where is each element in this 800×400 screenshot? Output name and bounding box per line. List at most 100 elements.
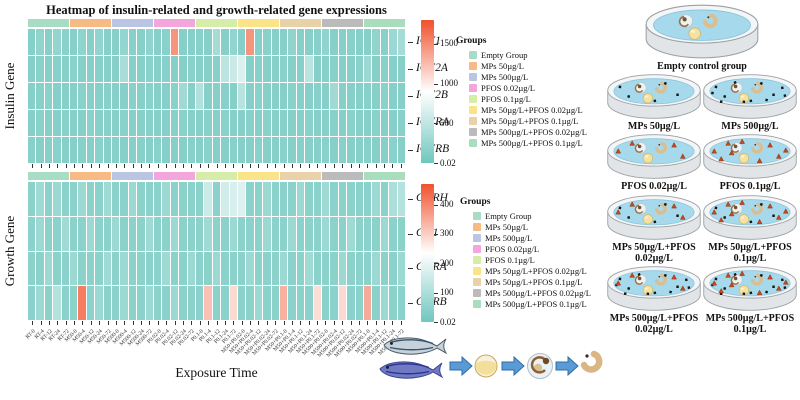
heatmap-cell: [196, 110, 204, 136]
heatmap-cell: [364, 286, 372, 320]
legend-swatch-icon: [473, 212, 481, 220]
legend-item: Empty Group: [473, 211, 532, 221]
legend-swatch-icon: [469, 62, 477, 70]
heatmap-cell: [70, 137, 78, 163]
dish-label: MPs 50µg/L: [627, 121, 681, 133]
legend-item-label: PFOS 0.02µg/L: [481, 83, 536, 93]
heatmap-cell: [154, 29, 162, 55]
heatmap-cell: [305, 83, 313, 109]
heatmap-cell: [238, 110, 246, 136]
legend-item: MPs 50µg/L+PFOS 0.02µg/L: [473, 266, 587, 276]
heatmap-cell: [372, 251, 380, 286]
mp-particle-icon: [676, 214, 679, 217]
annotation-segment: [196, 19, 237, 27]
heatmap-cell: [238, 56, 246, 82]
egg-yolk-icon: [738, 93, 750, 104]
column-tick: [258, 321, 260, 325]
column-tick: [291, 321, 293, 325]
heatmap-cell: [372, 56, 380, 82]
heatmap-cell: [95, 83, 103, 109]
heatmap-cell: [154, 182, 162, 216]
legend-item-label: MPs 500µg/L+PFOS 0.02µg/L: [485, 288, 591, 298]
dish-row: MPs 50µg/L MPs 500µg/L: [604, 72, 800, 132]
dish-water: [613, 78, 695, 105]
heatmap-cell: [397, 110, 405, 136]
mp-particle-icon: [627, 286, 631, 290]
pfos-particle-icon: [767, 142, 773, 148]
column-tick: [90, 164, 92, 168]
colorbar-tick: [434, 163, 438, 164]
heatmap-cell: [238, 251, 246, 286]
heatmap-cell: [229, 56, 237, 82]
heatmap-cell: [288, 182, 296, 216]
heatmap-cell: [389, 216, 397, 251]
heatmap-cell: [330, 216, 338, 251]
column-tick: [115, 164, 117, 168]
heatmap-cell: [28, 137, 36, 163]
column-tick: [283, 321, 285, 325]
heatmap-cell: [246, 182, 254, 216]
pfos-particle-icon: [711, 280, 718, 286]
heatmap-cell: [44, 216, 53, 251]
heatmap-cell: [347, 286, 355, 320]
heatmap-cell: [380, 251, 389, 286]
heatmap-cell: [145, 83, 153, 109]
heatmap-cell: [254, 83, 263, 109]
colorbar-tick: [434, 322, 438, 323]
heatmap-cell: [305, 251, 313, 286]
dish-label: MPs 500µg/L+PFOS 0.02µg/L: [609, 312, 699, 336]
heatmap-cell: [313, 137, 321, 163]
legend-swatch-icon: [469, 95, 477, 103]
heatmap-cell: [170, 110, 179, 136]
colorbar-tick-label: 0.02: [440, 157, 456, 168]
column-tick: [375, 164, 377, 168]
heatmap-cell: [271, 251, 279, 286]
legend-item: PFOS 0.1µg/L: [469, 94, 531, 104]
heatmap-cell: [78, 182, 86, 216]
column-tick: [266, 321, 268, 325]
heatmap-cell: [338, 251, 347, 286]
column-tick: [325, 321, 327, 325]
heatmap-cell: [187, 251, 195, 286]
heatmap-cell: [305, 29, 313, 55]
heatmap-cell: [53, 286, 61, 320]
heatmap-cell: [296, 83, 305, 109]
heatmap-cell: [95, 110, 103, 136]
heatmap-cell: [120, 216, 128, 251]
mp-particle-icon: [733, 81, 737, 85]
heatmap-cell: [112, 216, 120, 251]
colorbar-tick-label: 400: [440, 199, 454, 210]
heatmap-cell: [187, 29, 195, 55]
column-tick: [107, 321, 109, 325]
colorbar-tick-label: 0.02: [440, 316, 456, 327]
heatmap-cell: [204, 56, 212, 82]
colorbar: [421, 184, 434, 322]
column-tick: [224, 321, 226, 325]
heatmap-cell: [187, 182, 195, 216]
annotation-segment: [28, 172, 69, 180]
heatmap-cell: [229, 137, 237, 163]
heatmap-cell: [246, 29, 254, 55]
heatmap-cell: [288, 216, 296, 251]
heatmap-cell: [238, 216, 246, 251]
column-tick: [392, 321, 394, 325]
embryo-in-shell-icon: [634, 142, 647, 154]
heatmap-cell: [103, 29, 111, 55]
column-tick: [57, 164, 59, 168]
heatmap-cell: [196, 286, 204, 320]
petri-dish: [645, 4, 759, 59]
heatmap-cell: [70, 286, 78, 320]
column-tick: [107, 164, 109, 168]
column-tick: [333, 321, 335, 325]
petri-dish: [607, 194, 701, 240]
heatmap-cell: [330, 83, 338, 109]
column-tick: [216, 164, 218, 168]
mp-particle-icon: [733, 272, 737, 277]
heatmap-cell: [187, 110, 195, 136]
column-tick: [182, 321, 184, 325]
heatmap-cell: [137, 83, 145, 109]
legend-item-label: Empty Group: [485, 211, 532, 221]
pfos-particle-icon: [671, 142, 677, 148]
heatmap-cell: [53, 182, 61, 216]
heatmap-cell: [179, 29, 187, 55]
